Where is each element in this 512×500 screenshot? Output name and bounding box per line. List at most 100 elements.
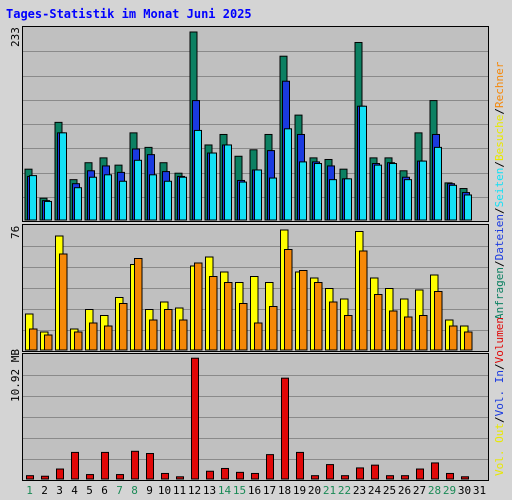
bar-seiten-day-24 <box>374 164 382 221</box>
x-tick-label: 26 <box>397 484 412 497</box>
bar-seiten-day-14 <box>224 144 232 221</box>
bar-rechner-day-18 <box>284 249 293 351</box>
x-tick-label: 24 <box>367 484 382 497</box>
panel-visits <box>22 224 489 352</box>
bar-seiten-day-11 <box>179 176 187 221</box>
legend-separator: / <box>493 260 506 268</box>
bar-volumen-day-7 <box>116 474 124 480</box>
bar-volumen-day-27 <box>416 468 424 480</box>
bar-rechner-day-9 <box>149 319 158 351</box>
bar-volumen-day-3 <box>56 468 64 480</box>
bar-volumen-day-29 <box>446 472 454 480</box>
x-tick-label: 31 <box>472 484 487 497</box>
bar-rechner-day-4 <box>74 331 83 351</box>
bar-volumen-day-20 <box>311 475 319 480</box>
y-max-label-volume: 10.92 MB <box>9 349 22 402</box>
bar-rechner-day-3 <box>59 253 68 351</box>
bar-volumen-day-2 <box>41 475 49 480</box>
legend-entry: Vol. Out <box>493 423 506 476</box>
panel-volume <box>22 353 489 481</box>
legend-bottom: Vol. Out/Vol. In/Volumen <box>493 317 506 476</box>
x-tick-label: 13 <box>202 484 217 497</box>
requests-chart <box>23 31 488 221</box>
bar-rechner-day-1 <box>29 328 38 351</box>
legend-separator: / <box>493 161 506 168</box>
bar-volumen-day-9 <box>146 453 154 480</box>
bar-volumen-day-4 <box>71 451 79 480</box>
bar-volumen-day-22 <box>341 475 349 480</box>
y-max-label-visits: 76 <box>9 225 22 239</box>
bar-rechner-day-6 <box>104 325 113 351</box>
bar-seiten-day-6 <box>104 174 112 221</box>
legend-separator: / <box>493 207 506 215</box>
bar-seiten-day-29 <box>449 184 457 221</box>
bar-volumen-day-8 <box>131 450 139 480</box>
bar-volumen-day-21 <box>326 464 334 480</box>
bar-volumen-day-24 <box>371 464 379 480</box>
x-tick-label: 20 <box>307 484 322 497</box>
x-tick-label: 29 <box>442 484 457 497</box>
legend-entry: Rechner <box>493 61 506 109</box>
bar-seiten-day-18 <box>284 128 292 221</box>
bar-rechner-day-15 <box>239 303 248 351</box>
bar-volumen-day-30 <box>461 476 469 480</box>
legend-entry: Volumen <box>493 317 506 364</box>
bar-rechner-day-12 <box>194 262 203 351</box>
bar-rechner-day-5 <box>89 322 98 351</box>
x-tick-label: 3 <box>56 484 63 497</box>
bar-rechner-day-16 <box>254 322 263 351</box>
bar-rechner-day-2 <box>44 334 53 351</box>
x-tick-label: 5 <box>86 484 93 497</box>
bar-rechner-day-17 <box>269 306 278 351</box>
bar-seiten-day-13 <box>209 152 217 221</box>
bar-volumen-day-28 <box>431 462 439 480</box>
legend-entry: Anfragen <box>493 267 506 320</box>
y-max-label-requests: 233 <box>9 27 22 47</box>
x-tick-label: 19 <box>292 484 307 497</box>
legend-entry: Seiten <box>493 167 506 208</box>
bar-seiten-day-9 <box>149 174 157 221</box>
x-tick-label: 15 <box>232 484 247 497</box>
bar-seiten-day-5 <box>89 176 97 221</box>
x-tick-label: 14 <box>217 484 232 497</box>
x-tick-label: 17 <box>262 484 277 497</box>
legend-separator: / <box>493 363 506 371</box>
bar-seiten-day-15 <box>239 181 247 221</box>
bar-volumen-day-13 <box>206 470 214 480</box>
bar-seiten-day-22 <box>344 178 352 221</box>
bar-volumen-day-26 <box>401 475 409 480</box>
bar-volumen-day-17 <box>266 454 274 480</box>
bar-volumen-day-14 <box>221 467 229 480</box>
bar-rechner-day-28 <box>434 291 443 351</box>
legend-top: Anfragen/Dateien/Seiten/Besuche/Rechner <box>493 62 506 320</box>
bar-rechner-day-20 <box>314 282 323 351</box>
bar-rechner-day-25 <box>389 310 398 351</box>
legend-entry: Besuche <box>493 114 506 162</box>
x-tick-label: 8 <box>131 484 138 497</box>
x-tick-label: 18 <box>277 484 292 497</box>
bar-rechner-day-13 <box>209 276 218 351</box>
x-tick-label: 25 <box>382 484 397 497</box>
bar-seiten-day-3 <box>59 132 67 221</box>
bar-volumen-day-6 <box>101 451 109 480</box>
x-tick-label: 6 <box>101 484 108 497</box>
x-tick-label: 2 <box>41 484 48 497</box>
bar-rechner-day-30 <box>464 331 473 351</box>
bar-rechner-day-14 <box>224 282 233 351</box>
x-tick-label: 21 <box>322 484 337 497</box>
bar-seiten-day-28 <box>434 146 442 221</box>
x-tick-label: 10 <box>157 484 172 497</box>
bar-seiten-day-23 <box>359 105 367 221</box>
bar-volumen-day-5 <box>86 474 94 480</box>
bar-seiten-day-7 <box>119 180 127 221</box>
legend-separator: / <box>493 416 506 424</box>
bar-volumen-day-1 <box>26 475 34 480</box>
bar-rechner-day-11 <box>179 319 188 351</box>
bar-rechner-day-19 <box>299 270 308 351</box>
bar-rechner-day-27 <box>419 315 428 351</box>
x-tick-label: 27 <box>412 484 427 497</box>
bar-rechner-day-22 <box>344 315 353 351</box>
visits-chart <box>23 229 488 351</box>
page-title: Tages-Statistik im Monat Juni 2025 <box>6 7 252 21</box>
legend-entry: Vol. In <box>493 370 506 417</box>
